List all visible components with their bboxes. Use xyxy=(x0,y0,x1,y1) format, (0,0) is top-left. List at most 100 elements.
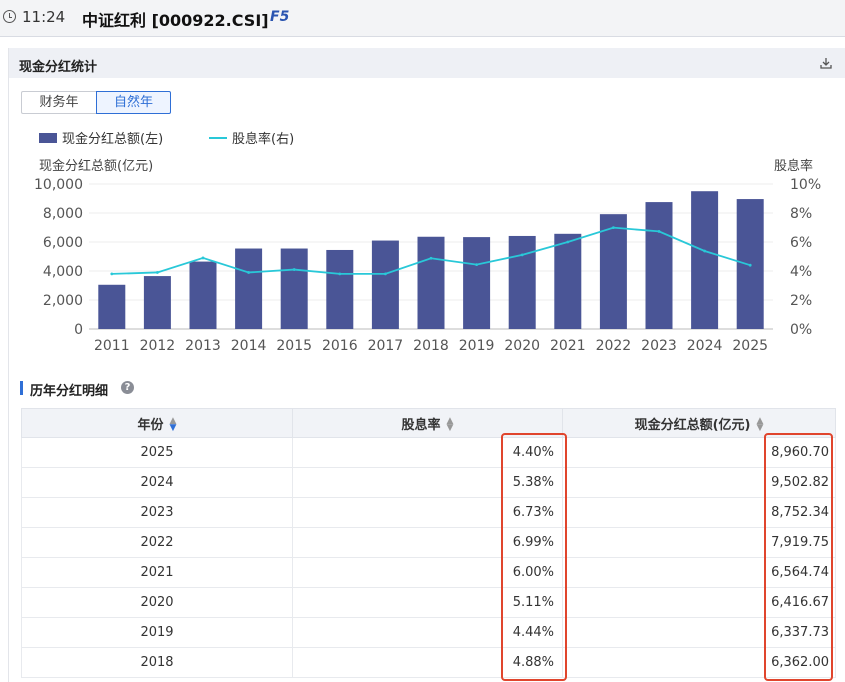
cell-amount: 7,919.75 xyxy=(562,527,836,558)
left-tick-label: 6,000 xyxy=(43,235,83,251)
bar-2011 xyxy=(98,284,126,329)
toggle-fiscal-year[interactable]: 财务年 xyxy=(21,91,96,114)
cell-year: 2025 xyxy=(21,437,293,468)
highlight-rate-column xyxy=(501,433,567,681)
cell-year: 2023 xyxy=(21,497,293,528)
x-tick-label: 2024 xyxy=(687,338,723,354)
bar-2012 xyxy=(143,276,171,329)
yield-point-2021 xyxy=(566,240,570,244)
left-tick-label: 0 xyxy=(74,322,83,338)
left-tick-label: 2,000 xyxy=(43,293,83,309)
cell-year: 2022 xyxy=(21,527,293,558)
x-tick-label: 2012 xyxy=(140,338,176,354)
bar-2013 xyxy=(189,261,217,329)
left-tick-label: 8,000 xyxy=(43,206,83,222)
x-tick-label: 2013 xyxy=(185,338,221,354)
yield-point-2017 xyxy=(384,272,387,276)
index-title: 中证红利 [000922.CSI] xyxy=(82,11,269,30)
bar-2023 xyxy=(645,202,673,329)
x-tick-label: 2023 xyxy=(641,338,677,354)
legend-line-label[interactable]: 股息率(右) xyxy=(232,132,295,147)
right-tick-label: 6% xyxy=(790,235,812,251)
right-tick-label: 10% xyxy=(790,177,821,193)
x-tick-label: 2019 xyxy=(459,338,495,354)
cell-rate: 4.40% xyxy=(292,437,563,468)
clock-icon xyxy=(3,10,16,23)
bar-2024 xyxy=(691,191,719,329)
right-tick-label: 2% xyxy=(790,293,812,309)
bar-2018 xyxy=(417,236,445,329)
cell-amount: 6,337.73 xyxy=(562,617,836,648)
right-tick-label: 8% xyxy=(790,206,812,222)
highlight-amount-column xyxy=(764,433,833,681)
cell-amount: 6,362.00 xyxy=(562,647,836,678)
toggle-calendar-year[interactable]: 自然年 xyxy=(96,91,171,114)
yield-point-2016 xyxy=(338,272,342,276)
bar-2014 xyxy=(235,248,263,329)
sort-icon[interactable]: ▲ ▼ xyxy=(169,416,177,433)
left-axis-title: 现金分红总额(亿元) xyxy=(39,159,154,174)
column-header-amount[interactable]: 现金分红总额(亿元) ▲ ▼ xyxy=(562,408,836,438)
table-row[interactable]: 2020 5.11% 6,416.67 xyxy=(21,587,836,618)
left-tick-label: 4,000 xyxy=(43,264,83,280)
cell-rate: 6.73% xyxy=(292,497,563,528)
yield-point-2022 xyxy=(612,226,615,230)
sort-icon[interactable]: ▲ ▼ xyxy=(446,416,454,433)
table-row[interactable]: 2025 4.40% 8,960.70 xyxy=(21,437,836,468)
x-tick-label: 2016 xyxy=(322,338,358,354)
sort-icon[interactable]: ▲ ▼ xyxy=(756,416,764,433)
cell-year: 2019 xyxy=(21,617,293,648)
x-tick-label: 2011 xyxy=(94,338,130,354)
yield-point-2024 xyxy=(703,249,706,253)
cell-year: 2021 xyxy=(21,557,293,588)
cell-rate: 4.44% xyxy=(292,617,563,648)
bar-2020 xyxy=(508,235,536,329)
cell-rate: 6.00% xyxy=(292,557,563,588)
dividend-panel: 现金分红统计 财务年 自然年 现金分红总额(左) 股息率(右) 现金分红总额(亿… xyxy=(8,48,845,682)
bar-2017 xyxy=(371,240,399,329)
right-tick-label: 4% xyxy=(790,264,812,280)
hotkey-label[interactable]: F5 xyxy=(270,9,290,25)
left-tick-label: 10,000 xyxy=(34,177,83,193)
dividend-table: 年份 ▲ ▼ 股息率 ▲ ▼ 现金分红总额(亿元) ▲ ▼ 2025 4.40% 8,960.7… xyxy=(21,408,836,678)
table-row[interactable]: 2021 6.00% 6,564.74 xyxy=(21,557,836,588)
bar-2019 xyxy=(463,237,491,329)
x-tick-label: 2025 xyxy=(732,338,768,354)
download-icon[interactable] xyxy=(820,57,832,69)
yield-point-2012 xyxy=(156,271,159,274)
cell-year: 2018 xyxy=(21,647,293,678)
table-row[interactable]: 2022 6.99% 7,919.75 xyxy=(21,527,836,558)
legend-bar-label[interactable]: 现金分红总额(左) xyxy=(62,132,164,147)
right-axis-title: 股息率 xyxy=(774,159,814,174)
x-tick-label: 2015 xyxy=(276,338,312,354)
bar-2016 xyxy=(326,249,354,329)
x-tick-label: 2020 xyxy=(504,338,540,354)
panel-header: 现金分红统计 xyxy=(9,48,845,78)
cell-amount: 6,564.74 xyxy=(562,557,836,588)
yield-point-2018 xyxy=(429,256,433,260)
yield-point-2019 xyxy=(475,263,478,267)
table-row[interactable]: 2024 5.38% 9,502.82 xyxy=(21,467,836,498)
column-header-year[interactable]: 年份 ▲ ▼ xyxy=(21,408,293,438)
title-bar: 11:24 中证红利 [000922.CSI] F5 xyxy=(0,0,845,37)
cell-amount: 9,502.82 xyxy=(562,467,836,498)
x-tick-label: 2018 xyxy=(413,338,449,354)
yield-point-2023 xyxy=(657,230,661,233)
legend-line-swatch xyxy=(209,137,227,139)
cell-year: 2024 xyxy=(21,467,293,498)
cell-rate: 5.11% xyxy=(292,587,563,618)
x-tick-label: 2017 xyxy=(368,338,404,354)
table-header-row: 年份 ▲ ▼ 股息率 ▲ ▼ 现金分红总额(亿元) ▲ ▼ xyxy=(21,408,836,438)
help-icon[interactable]: ? xyxy=(121,381,134,394)
right-tick-label: 0% xyxy=(790,322,812,338)
cell-rate: 4.88% xyxy=(292,647,563,678)
yield-point-2020 xyxy=(520,253,524,257)
table-row[interactable]: 2023 6.73% 8,752.34 xyxy=(21,497,836,528)
bar-2022 xyxy=(599,214,627,329)
table-row[interactable]: 2019 4.44% 6,337.73 xyxy=(21,617,836,648)
yield-point-2025 xyxy=(748,263,752,267)
yield-point-2015 xyxy=(292,268,296,271)
table-row[interactable]: 2018 4.88% 6,362.00 xyxy=(21,647,836,678)
cell-year: 2020 xyxy=(21,587,293,618)
dividend-chart: 0 2,000 4,000 6,000 8,000 10,000 0% 2% 4% 6% 8% 10%… xyxy=(34,177,821,354)
